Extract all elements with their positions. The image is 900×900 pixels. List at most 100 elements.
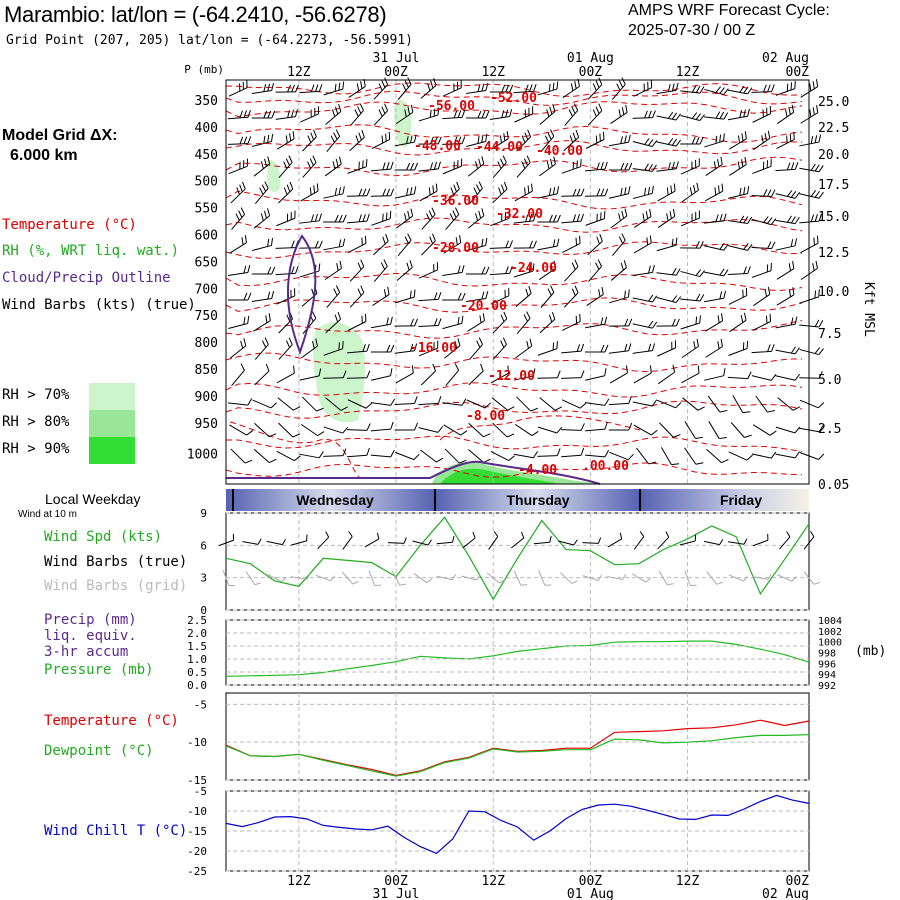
top-date-label: 01 Aug (567, 51, 614, 66)
wind-barb-feather (246, 158, 249, 167)
wind-barb-shaft (803, 536, 815, 550)
wind-barb (278, 181, 294, 204)
wind-barb-feather (721, 458, 729, 464)
wind-barb-feather (790, 191, 797, 198)
wind-barb-shaft (442, 402, 463, 406)
wind-barb (775, 346, 800, 355)
wind-barb-shaft (442, 143, 463, 145)
wind-barb (610, 104, 628, 125)
wind-barb (799, 319, 824, 328)
wind-barb-feather (620, 162, 625, 171)
wind-barb-feather (433, 292, 438, 300)
wind-barb-grid (315, 574, 336, 582)
wind-barb-shaft (302, 162, 317, 178)
wind-barb-feather (453, 161, 455, 170)
top-date-label: 02 Aug (762, 51, 809, 66)
wind-barb (564, 259, 579, 282)
wind-barb-feather (382, 236, 386, 245)
wind-barb-shaft (253, 215, 270, 229)
wind-barb (489, 109, 513, 120)
wind-barb-shaft (704, 116, 724, 120)
wind-barb-shaft (632, 350, 653, 354)
wind-barb-feather (714, 187, 717, 196)
wind-barb-feather (674, 340, 677, 348)
wind-barb-shaft (466, 90, 486, 94)
wind-barb-shaft (538, 570, 546, 586)
wind-barb-shaft (469, 344, 483, 360)
y-tick-label: 1.0 (187, 653, 207, 666)
wind-barb-feather (384, 103, 389, 111)
wind-barb (326, 129, 341, 152)
wind-barb (751, 84, 775, 93)
isotherm-label: -4.00 (518, 463, 557, 478)
wind-barb-feather (719, 268, 725, 276)
wind-barb-feather (437, 318, 442, 326)
wind-barb-feather (556, 214, 561, 223)
wind-barb-feather (314, 240, 319, 249)
day-label-thursday: Thursday (506, 492, 569, 508)
wind-barb (418, 136, 442, 145)
wind-barb-feather (244, 459, 253, 464)
wind-barb-shaft (326, 292, 341, 308)
wind-barb-feather (259, 187, 264, 195)
wind-barb-feather (719, 87, 725, 94)
wind-barb (394, 396, 418, 406)
wind-barb (299, 84, 323, 94)
wind-barb-shaft (228, 322, 248, 330)
wind-barb-shaft (562, 242, 581, 254)
wind-barb-feather (404, 109, 407, 117)
wind-barb-feather (544, 135, 550, 143)
wind-barb (732, 395, 751, 414)
wind-barb (490, 210, 510, 227)
wind-barb-feather (794, 81, 796, 89)
wind-barb-feather (627, 453, 634, 461)
wind-barb-feather (548, 214, 553, 223)
wind-barb-feather (723, 133, 725, 142)
wind-barb-shaft (727, 245, 748, 251)
wind-barb-shaft (394, 141, 415, 147)
wind-barb (539, 397, 563, 411)
axis-labels: 3504004505005506006507007508008509009501… (184, 51, 849, 900)
wind-barb-feather (818, 165, 824, 173)
wind-barb-feather (747, 371, 752, 379)
wind-barb (681, 182, 699, 203)
wind-barb-feather (556, 341, 558, 349)
wind-barb-feather (413, 289, 416, 298)
wind-barb-feather (381, 106, 386, 114)
wind-barb-feather (651, 429, 658, 436)
wind-barb-shaft (513, 453, 534, 459)
wind-barb-feather (497, 161, 502, 169)
wind-barb (227, 109, 251, 120)
wind-barb (704, 368, 726, 381)
wind-barb-shaft (253, 320, 271, 332)
wind-barb (347, 399, 373, 409)
wind-barb-feather (596, 162, 600, 170)
wind-barb-feather (428, 210, 433, 218)
wind-barb (656, 111, 681, 121)
wind-barb-shaft (325, 111, 342, 125)
wind-barb (394, 318, 418, 327)
pressure-tick-label: 900 (195, 390, 218, 405)
wind-barb-feather (695, 269, 702, 276)
wind-barb-shaft (584, 454, 606, 458)
cycle-title: AMPS WRF Forecast Cycle: (628, 2, 830, 19)
wind-barb-shaft (727, 273, 748, 275)
wind-barb-feather (570, 83, 574, 91)
wind-barb-feather (295, 109, 298, 117)
wind-barb-feather (342, 426, 349, 434)
wind-barb-feather (456, 181, 460, 190)
wind-barb-feather (693, 341, 696, 349)
top-date-label: 31 Jul (373, 51, 420, 66)
wind-barb (656, 137, 682, 147)
wind-barbs-true-label: Wind Barbs (true) (44, 554, 188, 570)
wind-barb (799, 452, 825, 460)
isotherm-layer (225, 82, 803, 479)
wind-barb-feather (747, 266, 751, 274)
wind-barb-feather (505, 84, 510, 93)
wind-barb (775, 215, 800, 225)
wind-barb (608, 134, 631, 147)
wind-barb-feather (671, 112, 678, 120)
wind-barb (730, 422, 752, 438)
wind-barb-feather (552, 104, 556, 112)
wind-barb-shaft (372, 293, 390, 307)
